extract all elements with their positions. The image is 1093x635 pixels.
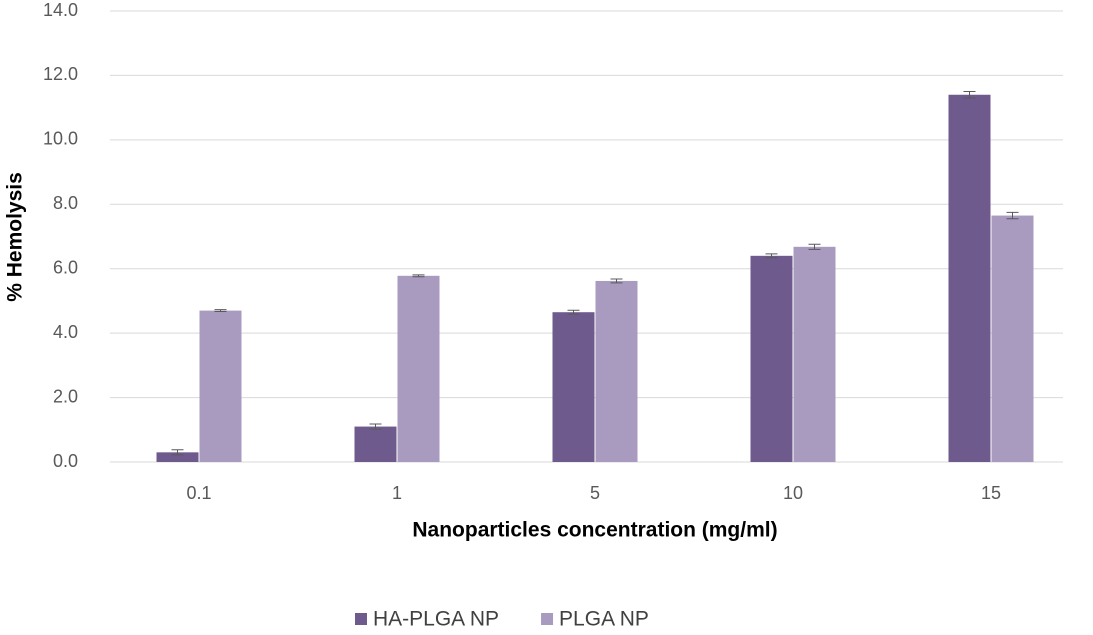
legend-label: PLGA NP — [559, 608, 649, 631]
error-bar — [765, 253, 778, 259]
bar — [750, 255, 793, 462]
y-tick-label: 6.0 — [53, 257, 78, 277]
y-tick-label: 10.0 — [43, 129, 78, 149]
legend-swatch — [355, 613, 367, 625]
x-tick-label: 0.1 — [186, 483, 211, 503]
y-tick-label: 14.0 — [43, 0, 78, 20]
error-bar — [1006, 211, 1019, 220]
bar — [552, 312, 595, 462]
bar — [793, 246, 836, 462]
y-tick-label: 12.0 — [43, 64, 78, 84]
x-tick-label: 5 — [590, 483, 600, 503]
bar — [156, 452, 199, 462]
error-bar — [808, 243, 821, 250]
legend-swatch — [541, 613, 554, 625]
y-tick-label: 2.0 — [53, 386, 78, 406]
bar — [199, 310, 242, 462]
bar — [991, 215, 1034, 462]
x-axis-title: Nanoparticles concentration (mg/ml) — [412, 519, 777, 542]
y-tick-label: 0.0 — [53, 451, 78, 471]
error-bar — [214, 309, 227, 313]
y-tick-label: 8.0 — [53, 193, 78, 213]
error-bar — [567, 309, 580, 315]
error-bar — [369, 423, 382, 430]
y-axis-title: % Hemolysis — [4, 172, 27, 302]
x-tick-label: 10 — [783, 483, 803, 503]
bar — [948, 94, 991, 462]
x-tick-label: 1 — [392, 483, 402, 503]
bar — [354, 426, 397, 462]
y-tick-label: 4.0 — [53, 322, 78, 342]
x-tick-label: 15 — [981, 483, 1001, 503]
legend-label: HA-PLGA NP — [373, 608, 499, 631]
bar — [397, 275, 440, 462]
error-bar — [610, 278, 623, 284]
bar — [595, 280, 638, 462]
error-bar — [963, 91, 976, 99]
error-bar — [171, 449, 184, 456]
error-bar — [412, 274, 425, 278]
